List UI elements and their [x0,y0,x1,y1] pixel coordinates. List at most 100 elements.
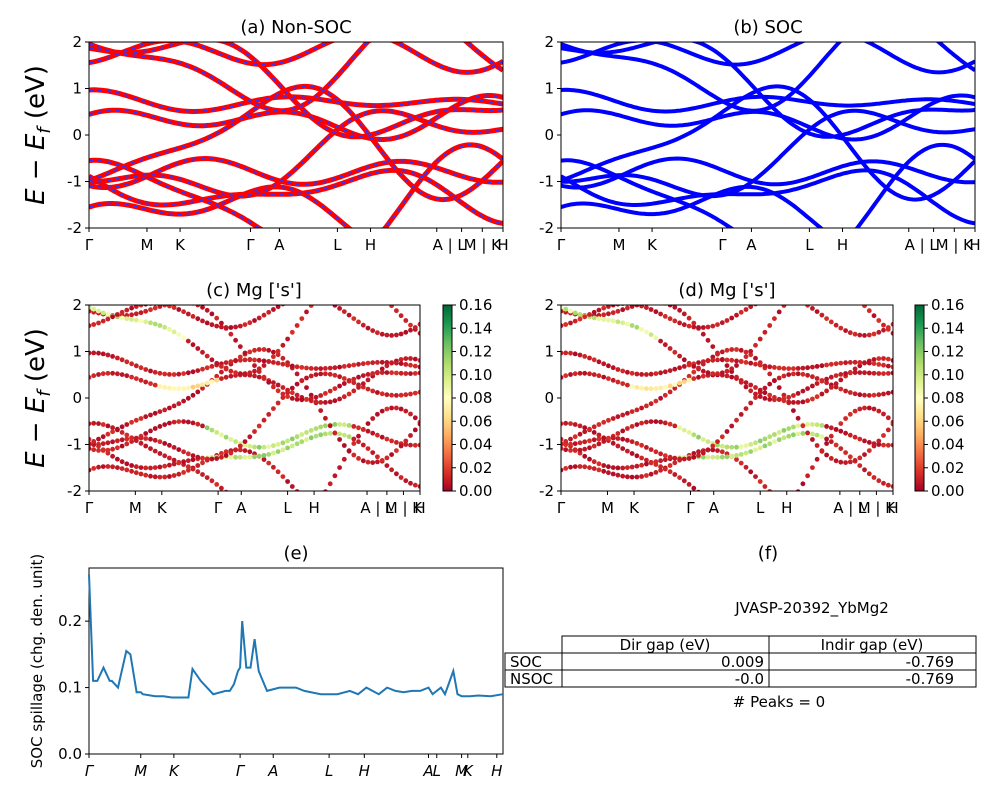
point-d-5-57 [828,456,834,461]
point-d-4-29 [696,453,701,458]
point-c-7-9 [129,361,135,367]
point-c-6-25 [204,380,210,386]
point-d-3-6 [587,445,592,451]
point-d-10-63 [857,332,863,338]
band-a-7 [89,87,503,114]
point-d-1-1 [563,420,569,426]
point-c-7-36 [256,357,262,363]
point-d-2-16 [634,463,640,469]
point-c-4-53 [337,374,342,380]
point-c-6-14 [152,382,158,388]
point-c-4-5 [110,439,115,445]
point-c-4-35 [252,429,257,434]
point-d-3-4 [577,447,583,453]
point-d-1-53 [810,465,815,470]
point-d-8-65 [866,370,872,376]
point-d-7-21 [658,370,663,376]
point-d-4-35 [724,429,730,434]
point-d-2-46 [776,437,782,443]
point-c-10-61 [375,330,380,336]
xtick-label-c-7: A | L [360,499,394,517]
point-c-10-32 [237,323,243,329]
point-d-9-18 [644,329,649,335]
point-d-9-23 [667,346,673,351]
point-c-9-20 [181,335,187,341]
point-d-2-44 [767,441,773,447]
point-d-0-41 [753,474,758,479]
cbar-label-d-4: 0.08 [931,389,964,407]
point-c-2-15 [157,464,163,470]
point-d-8-58 [833,373,839,378]
point-c-10-23 [195,316,201,322]
point-c-1-5 [110,425,115,431]
point-c-2-50 [323,431,328,437]
point-c-10-19 [176,307,182,312]
ylabel-c-units: (eV) [21,328,51,390]
point-c-10-64 [389,333,394,338]
point-c-10-41 [280,305,286,307]
point-d-4-24 [672,455,678,461]
points-c [89,305,420,491]
point-d-7-15 [629,370,635,376]
point-d-4-28 [691,454,697,460]
point-c-9-38 [266,359,272,364]
point-c-4-52 [332,372,338,378]
point-c-0-2 [96,464,101,470]
point-d-5-66 [871,443,877,449]
point-c-4-51 [327,371,333,377]
point-c-6-23 [195,383,201,389]
point-d-4-67 [876,392,882,398]
point-d-4-70 [890,389,893,395]
point-d-4-17 [639,442,644,448]
point-d-3-13 [620,428,626,434]
point-d-8-69 [885,371,891,376]
colorbar-bar-c [442,304,453,492]
point-c-4-22 [190,453,196,458]
point-d-8-59 [838,372,844,377]
point-d-4-48 [786,372,792,377]
point-c-4-33 [242,439,248,444]
point-c-2-33 [242,454,248,460]
point-d-1-7 [591,430,597,435]
point-c-3-48 [313,426,319,431]
point-d-7-53 [810,364,815,370]
point-d-2-45 [772,439,777,445]
point-c-9-11 [138,318,144,324]
point-c-7-58 [360,361,366,367]
cbar-label-c-3: 0.06 [459,412,492,430]
point-c-7-61 [375,360,380,365]
point-d-4-51 [800,371,806,377]
point-c-5-24 [200,385,205,391]
point-c-5-58 [360,458,366,464]
point-d-8-42 [757,394,763,399]
point-d-10-11 [610,305,616,308]
point-d-5-54 [814,443,820,448]
point-c-10-35 [252,318,257,323]
point-c-2-49 [318,432,324,438]
point-d-10-70 [890,321,893,327]
point-d-9-13 [620,320,626,326]
point-d-5-17 [639,405,644,411]
point-d-1-15 [629,451,635,456]
ytick-label-c-1: -1 [67,436,82,454]
point-d-0-38 [738,460,744,466]
xtick-label-b-7: A | L [905,236,939,254]
point-d-9-31 [705,370,711,376]
point-c-3-33 [242,442,248,448]
point-d-9-22 [662,342,668,348]
point-c-0-0 [89,467,92,473]
point-c-6-53 [337,396,342,402]
table-header-indir: Indir gap (eV) [821,636,924,654]
point-c-3-8 [124,441,130,447]
point-d-0-21 [658,467,663,473]
point-d-8-56 [824,376,829,382]
point-c-9-30 [228,368,234,374]
point-c-5-32 [237,354,243,360]
point-d-0-4 [577,464,583,469]
point-d-1-13 [620,446,626,451]
point-c-7-5 [110,354,115,359]
point-d-2-22 [662,457,668,463]
point-d-2-49 [791,432,796,438]
